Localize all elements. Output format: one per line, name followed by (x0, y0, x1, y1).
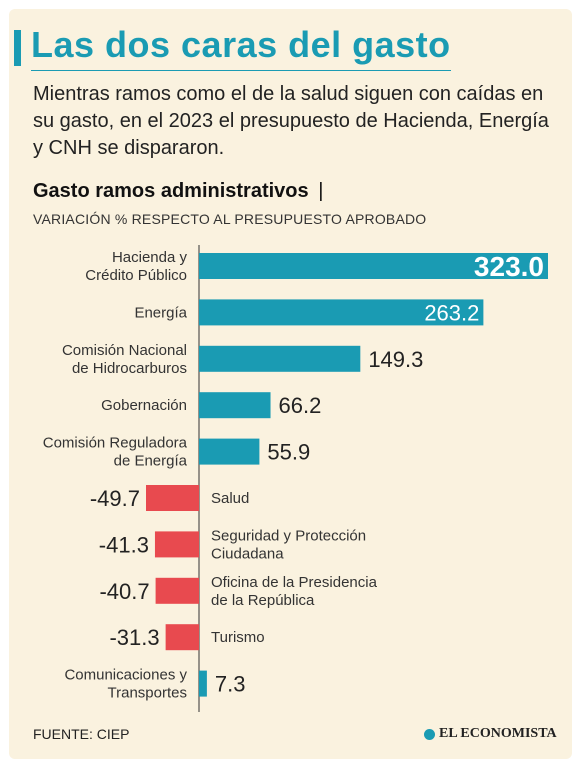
category-label-0-0: Hacienda y (112, 249, 188, 266)
value-label-9: 7.3 (215, 672, 246, 697)
value-label-6: -41.3 (99, 532, 149, 557)
chart-subtitle: VARIACIÓN % RESPECTO AL PRESUPUESTO APRO… (33, 211, 427, 227)
bar-2 (199, 345, 361, 372)
title-accent-bar (14, 30, 21, 66)
value-label-1: 263.2 (424, 300, 479, 325)
brand-globe-icon (424, 728, 435, 740)
category-label-4-1: de Energía (114, 453, 188, 470)
category-label-6-0: Seguridad y Protección (211, 527, 366, 544)
bar-6 (154, 531, 199, 558)
category-label-2-0: Comisión Nacional (62, 342, 187, 359)
bar-9 (199, 670, 207, 697)
bar-3 (199, 392, 271, 419)
brand-logo: EL ECONOMISTA (424, 726, 557, 742)
category-label-2-1: de Hidrocarburos (72, 360, 187, 377)
bar-4 (199, 438, 260, 465)
value-label-8: -31.3 (109, 625, 159, 650)
page-subtitle: Mientras ramos como el de la salud sigue… (33, 83, 549, 159)
infographic-card (9, 9, 572, 759)
category-label-8-0: Turismo (211, 629, 265, 646)
value-label-5: -49.7 (90, 486, 140, 511)
value-label-0: 323.0 (474, 251, 544, 282)
bar-0 (199, 253, 548, 279)
value-label-2: 149.3 (368, 347, 423, 372)
category-label-6-1: Ciudadana (211, 545, 284, 562)
category-label-9-1: Transportes (108, 685, 187, 702)
page-title: Las dos caras del gasto (31, 24, 451, 65)
value-label-7: -40.7 (99, 579, 149, 604)
bar-7 (155, 577, 199, 604)
chart-title-separator: | (318, 180, 324, 202)
brand-name: EL ECONOMISTA (439, 726, 557, 741)
bar-8 (165, 624, 199, 651)
category-label-4-0: Comisión Reguladora (43, 435, 188, 452)
category-label-5-0: Salud (211, 490, 249, 507)
category-label-1-0: Energía (134, 304, 187, 321)
value-label-4: 55.9 (267, 440, 310, 465)
category-label-7-1: de la República (211, 592, 315, 609)
value-label-3: 66.2 (279, 393, 322, 418)
source-note: FUENTE: CIEP (33, 726, 130, 742)
category-label-9-0: Comunicaciones y (64, 667, 187, 684)
category-label-7-0: Oficina de la Presidencia (211, 574, 378, 591)
chart-title: Gasto ramos administrativos | (33, 180, 323, 203)
bar-5 (146, 485, 199, 511)
bar-1 (199, 299, 484, 326)
category-label-3-0: Gobernación (101, 397, 187, 414)
category-label-0-1: Crédito Público (85, 267, 187, 284)
title-divider (31, 70, 451, 71)
chart-title-text: Gasto ramos administrativos (33, 180, 309, 202)
